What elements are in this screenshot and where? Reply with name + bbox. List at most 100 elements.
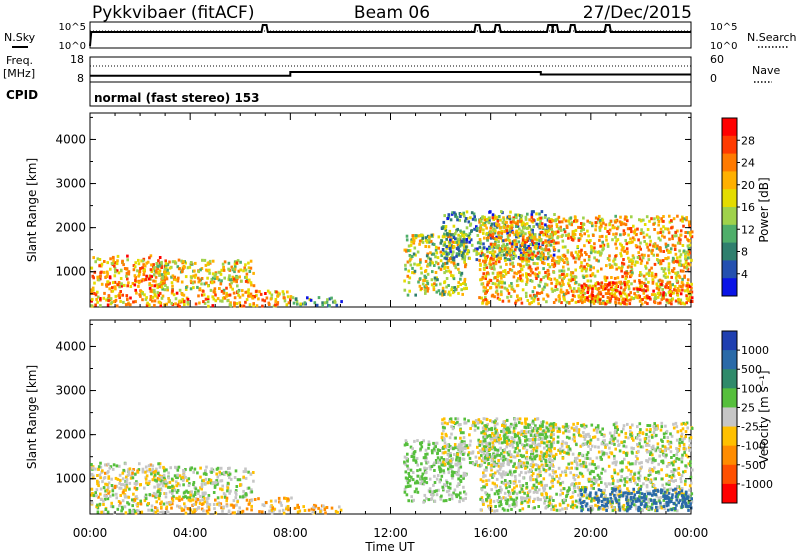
scatter-cell	[200, 482, 204, 486]
scatter-cell	[609, 292, 612, 296]
scatter-cell	[512, 423, 516, 427]
scatter-cell	[531, 506, 535, 510]
scatter-cell	[586, 219, 589, 223]
scatter-cell	[517, 462, 521, 466]
scatter-cell	[211, 304, 215, 308]
scatter-cell	[593, 435, 597, 439]
scatter-cell	[513, 486, 516, 490]
scatter-cell	[141, 298, 144, 302]
scatter-cell	[636, 296, 640, 300]
scatter-cell	[638, 422, 642, 426]
scatter-cell	[668, 214, 671, 218]
scatter-cell	[650, 433, 654, 437]
scatter-cell	[197, 506, 201, 510]
scatter-cell	[604, 226, 607, 230]
scatter-cell	[687, 249, 691, 253]
scatter-cell	[124, 511, 128, 515]
scatter-cell	[498, 215, 501, 218]
scatter-cell	[679, 238, 682, 242]
scatter-cell	[508, 284, 511, 288]
scatter-cell	[578, 237, 582, 241]
scatter-cell	[573, 435, 576, 439]
scatter-cell	[93, 292, 96, 295]
scatter-cell	[450, 420, 454, 424]
scatter-cell	[246, 280, 250, 284]
scatter-cell	[630, 446, 633, 450]
scatter-cell	[245, 272, 249, 276]
scatter-cell	[500, 244, 504, 248]
scatter-cell	[464, 217, 468, 220]
scatter-cell	[487, 234, 491, 238]
scatter-cell	[249, 294, 252, 298]
scatter-cell	[178, 267, 181, 271]
scatter-cell	[100, 270, 103, 274]
scatter-cell	[521, 230, 525, 234]
scatter-cell	[544, 282, 547, 286]
scatter-cell	[416, 463, 419, 467]
scatter-cell	[443, 214, 446, 218]
scatter-cell	[572, 433, 576, 437]
scatter-cell	[451, 457, 455, 461]
scatter-cell	[125, 272, 129, 275]
scatter-cell	[207, 481, 210, 484]
nsearch-tick-high: 10^5	[710, 22, 737, 33]
scatter-cell	[440, 239, 444, 243]
scatter-cell	[185, 489, 188, 493]
scatter-cell	[622, 262, 626, 266]
scatter-cell	[625, 271, 628, 275]
scatter-cell	[465, 226, 469, 230]
scatter-cell	[187, 484, 191, 487]
scatter-cell	[90, 472, 94, 476]
scatter-cell	[451, 472, 454, 476]
scatter-cell	[503, 247, 507, 251]
scatter-cell	[227, 276, 231, 280]
scatter-cell	[594, 228, 597, 232]
scatter-cell	[574, 218, 577, 222]
scatter-cell	[192, 483, 195, 487]
scatter-cell	[249, 266, 253, 270]
scatter-cell	[431, 490, 434, 494]
scatter-cell	[455, 495, 459, 499]
scatter-cell	[221, 488, 224, 492]
scatter-cell	[149, 254, 153, 258]
scatter-cell	[240, 279, 243, 283]
scatter-cell	[183, 303, 186, 306]
scatter-cell	[249, 472, 253, 476]
scatter-cell	[172, 495, 175, 499]
scatter-cell	[548, 486, 552, 490]
scatter-cell	[194, 497, 198, 501]
scatter-cell	[462, 474, 465, 478]
scatter-cell	[91, 297, 94, 301]
scatter-cell	[661, 259, 665, 263]
scatter-cell	[559, 284, 563, 288]
scatter-cell	[531, 452, 535, 456]
scatter-cell	[518, 248, 522, 252]
scatter-cell	[609, 219, 613, 223]
scatter-cell	[457, 237, 460, 241]
scatter-cell	[514, 254, 517, 258]
scatter-cell	[570, 289, 574, 293]
scatter-cell	[449, 452, 452, 455]
scatter-cell	[231, 511, 235, 515]
scatter-cell	[507, 291, 511, 295]
scatter-cell	[157, 462, 160, 466]
scatter-cell	[437, 289, 441, 293]
scatter-cell	[556, 255, 560, 259]
scatter-cell	[150, 508, 154, 512]
scatter-cell	[116, 477, 120, 481]
scatter-cell	[436, 256, 440, 260]
scatter-cell	[500, 293, 503, 297]
scatter-cell	[111, 281, 115, 285]
scatter-cell	[482, 231, 485, 235]
scatter-cell	[144, 477, 148, 481]
scatter-cell	[317, 296, 321, 300]
scatter-cell	[591, 507, 595, 511]
scatter-cell	[667, 265, 671, 269]
scatter-cell	[490, 266, 494, 270]
scatter-cell	[505, 418, 509, 422]
scatter-cell	[101, 469, 104, 473]
scatter-cell	[162, 280, 165, 284]
scatter-cell	[637, 238, 640, 242]
scatter-cell	[132, 492, 135, 496]
scatter-cell	[494, 260, 498, 264]
